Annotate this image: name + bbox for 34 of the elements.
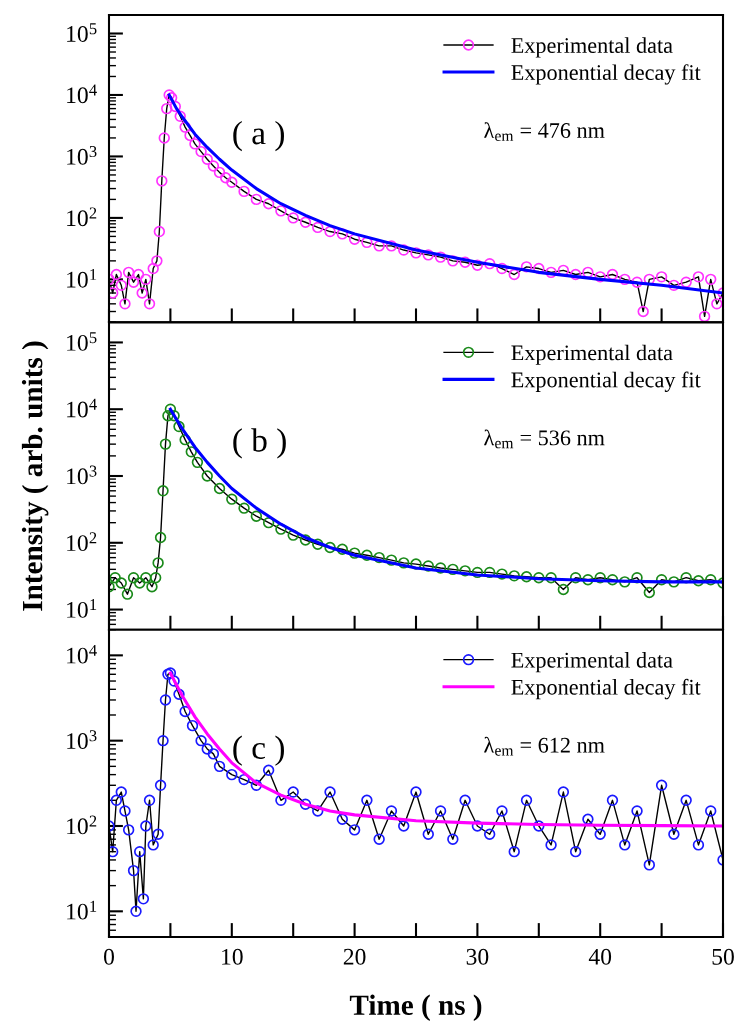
y-tick-label: 10$^{3}$	[67, 145, 97, 165]
y-tick-label: 10$^{4}$	[67, 84, 97, 104]
y-tick-label: 10$^{4}$	[67, 398, 97, 418]
annotation: λ$_{em}$ = 536 nm	[484, 429, 605, 449]
y-tick-label: 10$^{5}$	[67, 332, 97, 351]
annotation: ( c )	[233, 735, 284, 766]
x-tick-label: 30	[466, 948, 489, 965]
y-axis-title: Intensity ( arb. units )	[21, 341, 49, 611]
annotation: λ$_{em}$ = 612 nm	[484, 736, 605, 756]
y-tick-label: 10$^{4}$	[67, 644, 97, 664]
legend-label: Exponential decay fit	[511, 678, 701, 700]
y-tick-label: 10$^{2}$	[67, 815, 97, 835]
legend-label: Experimental data	[511, 652, 673, 673]
y-tick-label: 10$^{3}$	[67, 465, 97, 485]
legend-label: Experimental data	[511, 37, 673, 58]
x-tick-label: 20	[343, 948, 366, 965]
x-tick-label: 50	[712, 948, 734, 965]
annotation: λ$_{em}$ = 476 nm	[484, 122, 605, 142]
x-tick-label: 40	[588, 948, 612, 965]
y-tick-label: 10$^{1}$	[67, 268, 97, 288]
y-tick-label: 10$^{1}$	[67, 900, 97, 920]
y-tick-label: 10$^{5}$	[67, 23, 97, 42]
x-tick-label: 10	[222, 948, 243, 965]
legend-label: Exponential decay fit	[511, 64, 701, 85]
y-tick-label: 10$^{1}$	[67, 599, 97, 618]
annotation: ( a )	[233, 120, 284, 152]
y-tick-label: 10$^{2}$	[67, 532, 97, 552]
x-axis-title: Time ( ns )	[349, 994, 482, 1021]
legend-label: Experimental data	[511, 344, 673, 365]
legend-label: Exponential decay fit	[511, 371, 701, 392]
y-tick-label: 10$^{3}$	[67, 730, 97, 749]
y-tick-label: 10$^{2}$	[67, 207, 97, 227]
x-tick-label: 0	[104, 948, 114, 965]
annotation: ( b )	[233, 428, 286, 459]
